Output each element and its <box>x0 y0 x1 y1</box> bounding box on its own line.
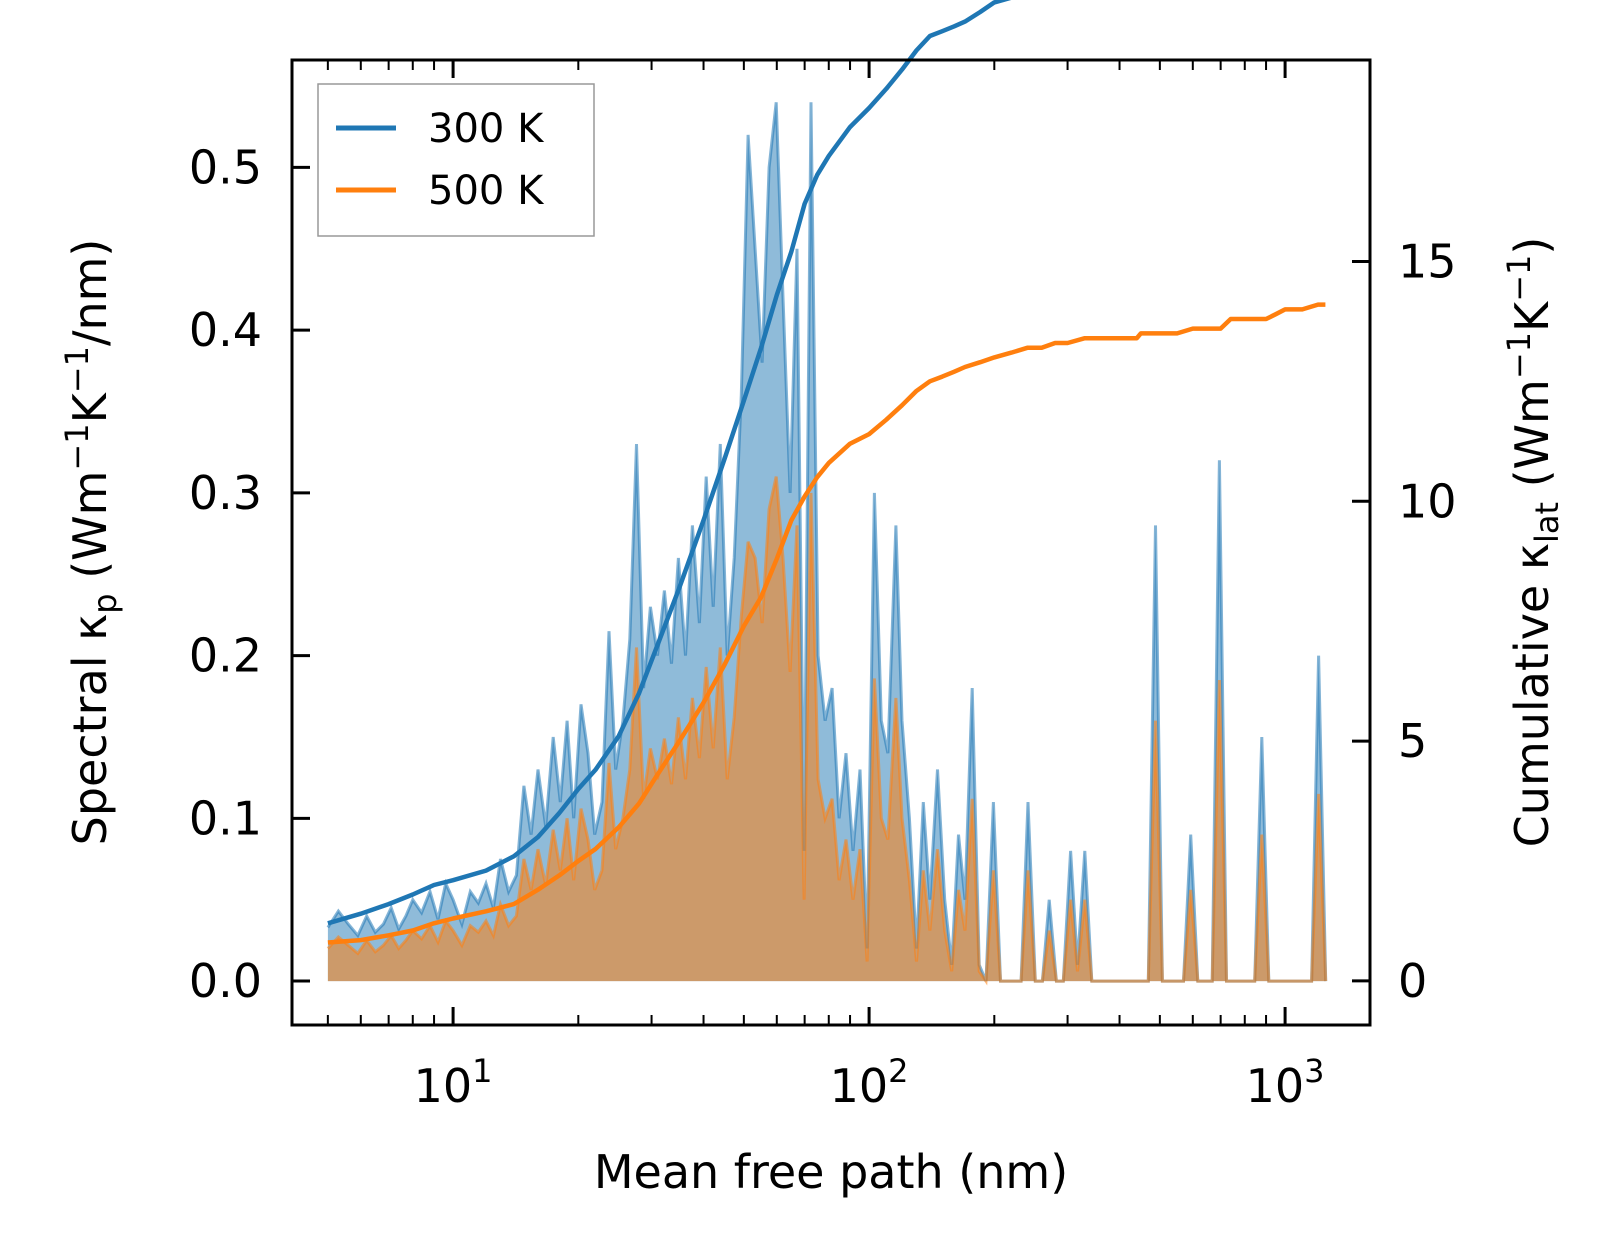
y-left-tick-label: 0.3 <box>189 466 262 520</box>
legend: 300 K 500 K <box>317 83 595 237</box>
y-right-unit-open: (Wm <box>1505 379 1559 502</box>
legend-box <box>317 83 595 237</box>
x-tick-label: 103 <box>1246 1052 1325 1113</box>
y-right-unit-exp1: −1 <box>1500 332 1538 379</box>
y-axis-left-title: Spectral κp (Wm−1K−1/nm) <box>58 239 124 846</box>
y-right-tick-label: 5 <box>1398 714 1427 768</box>
y-left-tick-label: 0.0 <box>189 954 262 1008</box>
x-tick-base: 10 <box>830 1059 889 1113</box>
x-tick-exp: 3 <box>1304 1052 1324 1090</box>
y-right-tick-label: 0 <box>1398 954 1427 1008</box>
y-left-tick-label: 0.5 <box>189 140 262 194</box>
y-right-tick-label: 10 <box>1398 474 1457 528</box>
x-tick-label: 102 <box>830 1052 909 1113</box>
y-left-unit-mid: K <box>63 391 117 423</box>
y-right-sub: lat <box>1528 502 1566 543</box>
y-right-main: Cumulative κ <box>1505 543 1559 847</box>
x-tick-base: 10 <box>414 1059 473 1113</box>
cumulative-line-500k <box>327 302 1326 945</box>
y-left-sub: p <box>86 593 124 613</box>
x-axis-title: Mean free path (nm) <box>594 1145 1068 1199</box>
x-tick-exp: 2 <box>888 1052 908 1090</box>
x-tick-exp: 1 <box>472 1052 492 1090</box>
x-tick-label: 101 <box>414 1052 493 1113</box>
legend-label-300k: 300 K <box>428 106 545 152</box>
y-left-unit-exp1: −1 <box>58 423 96 470</box>
y-right-unit-close: ) <box>1505 237 1559 255</box>
y-left-tick-label: 0.4 <box>189 303 262 357</box>
x-tick-base: 10 <box>1246 1059 1305 1113</box>
cumulative-line-300k <box>327 0 1012 926</box>
legend-label-500k: 500 K <box>428 168 545 214</box>
spectral-line-500k <box>326 476 1328 986</box>
y-right-unit-exp2: −1 <box>1500 255 1538 302</box>
plot-frame <box>290 58 1372 1027</box>
y-right-tick-label: 15 <box>1398 234 1457 288</box>
y-left-unit-exp2: −1 <box>58 346 96 393</box>
y-right-unit-mid: K <box>1505 300 1559 332</box>
y-left-unit-open: (Wm <box>63 471 117 594</box>
plot-marks <box>326 0 1328 986</box>
y-left-tick-label: 0.2 <box>189 629 262 683</box>
y-axis-right-title: Cumulative κlat (Wm−1K−1) <box>1500 237 1566 848</box>
y-left-tick-label: 0.1 <box>189 791 262 845</box>
y-left-unit-close: /nm) <box>63 239 117 346</box>
y-left-main: Spectral κ <box>63 614 117 846</box>
